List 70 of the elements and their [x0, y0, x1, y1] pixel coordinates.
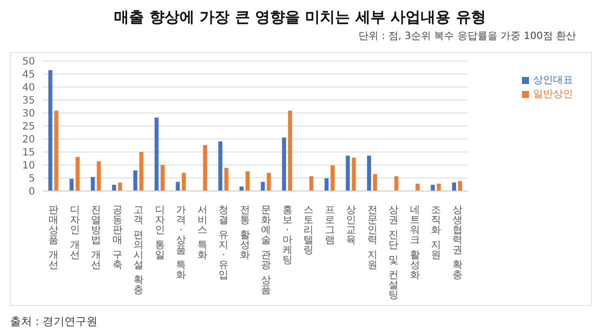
bar: [246, 171, 250, 191]
x-tick-label: 스토리텔링: [304, 205, 314, 256]
bar: [70, 178, 74, 191]
bar: [218, 141, 222, 191]
y-tick-label: 10: [22, 160, 35, 172]
y-tick-label: 30: [22, 108, 35, 120]
x-tick-label: 판매상품 개선: [48, 205, 59, 271]
y-tick-label: 50: [22, 56, 35, 68]
x-tick-label: 상권 진단 및 컨설팅: [388, 205, 399, 301]
x-tick-label: 조직화 지원: [431, 205, 442, 261]
y-tick-label: 0: [28, 186, 35, 198]
x-tick-label: 고객 편의시설 확충: [134, 205, 144, 296]
x-tick-label: 프로그램: [324, 205, 335, 246]
bar: [330, 166, 335, 191]
bar: [282, 137, 286, 191]
bar: [452, 182, 456, 191]
x-tick-label: 공동판매 구축: [112, 205, 122, 271]
bar: [154, 118, 159, 191]
bar: [324, 178, 329, 191]
bar: [288, 110, 292, 191]
bar: [176, 182, 180, 191]
y-tick-label: 40: [22, 82, 35, 94]
bar: [373, 174, 378, 191]
bar: [90, 176, 95, 191]
y-tick-label: 45: [22, 70, 35, 81]
x-tick-label: 네트워크 활성화: [410, 205, 420, 281]
bar: [133, 170, 138, 191]
bar: [309, 176, 314, 191]
bar: [96, 161, 101, 191]
bar: [48, 70, 52, 191]
x-tick-label: 전통 활성화: [240, 205, 250, 261]
bar: [203, 144, 208, 191]
bar: [436, 184, 441, 191]
y-tick-label: 15: [22, 148, 35, 159]
bar: [458, 181, 462, 191]
bar: [240, 186, 244, 191]
bar: [139, 152, 144, 191]
x-tick-label: 청결 유지·유입: [218, 205, 229, 281]
bar: [182, 172, 186, 191]
bar: [118, 182, 122, 191]
bar: [54, 110, 58, 191]
source-note: 출처 : 경기연구원: [10, 314, 98, 329]
bar: [416, 184, 420, 191]
bar: [367, 156, 372, 191]
legend-label: 일반상인: [533, 89, 573, 100]
x-tick-label: 서비스 특화: [197, 205, 208, 261]
bar: [346, 156, 350, 191]
bar: [76, 156, 80, 191]
y-tick-label: 25: [22, 122, 35, 133]
bar: [260, 182, 265, 191]
y-tick-label: 20: [22, 134, 35, 146]
x-tick-label: 디자인 개선: [70, 205, 80, 261]
bar: [224, 168, 228, 191]
x-tick-label: 상인교육: [346, 205, 356, 246]
x-tick-label: 상생협력권 확충: [452, 205, 462, 281]
bar: [394, 176, 398, 191]
x-tick-label: 전문인력 지원: [367, 205, 378, 271]
x-tick-label: 문화예술 관광 상품: [261, 205, 272, 296]
bar: [266, 172, 271, 191]
x-tick-label: 진열방법 개선: [91, 205, 102, 271]
chart-subtitle: 단위 : 점, 3순위 복수 응답률을 가중 100점 환산: [358, 30, 576, 43]
legend-label: 상인대표: [533, 75, 573, 86]
y-tick-label: 5: [28, 174, 35, 185]
x-tick-label: 홍보·마케팅: [282, 205, 292, 266]
y-tick-label: 35: [22, 96, 35, 107]
bar: [160, 165, 165, 191]
x-tick-label: 가격·상품 특화: [176, 205, 186, 281]
x-tick-label: 디자인 통일: [154, 205, 165, 261]
bar: [352, 158, 356, 191]
chart-title: 매출 향상에 가장 큰 영향을 미치는 세부 사업내용 유형: [113, 8, 487, 27]
